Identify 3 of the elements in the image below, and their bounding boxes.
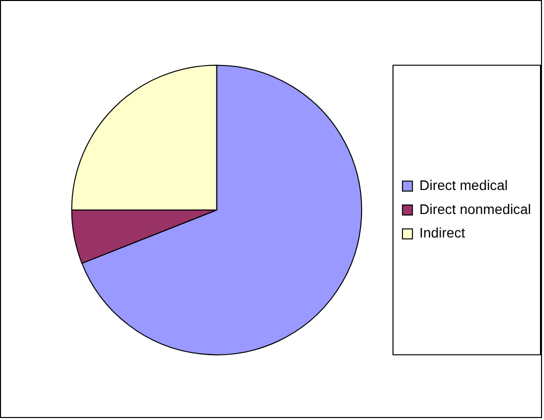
legend-label: Direct medical (419, 176, 508, 193)
legend-label: Direct nonmedical (419, 200, 532, 217)
legend-label: Indirect (419, 224, 466, 241)
